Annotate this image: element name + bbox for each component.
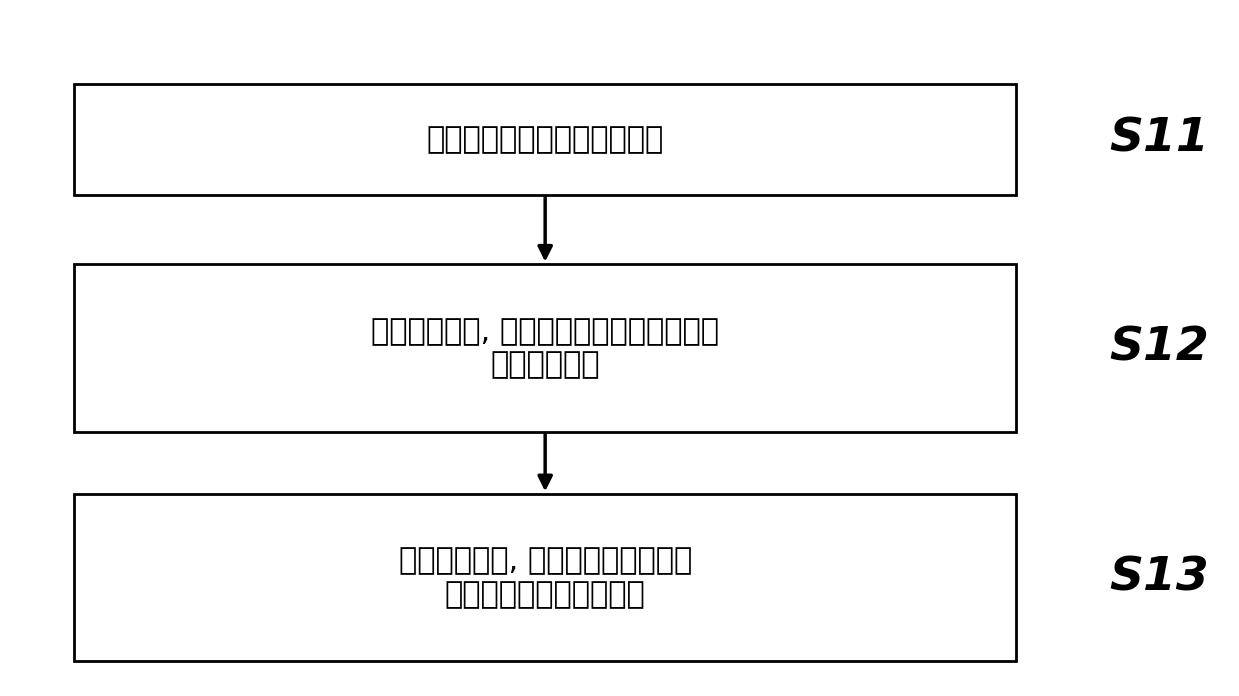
Bar <box>74 84 1016 195</box>
Text: 进行焊接步骤, 以焊接电流对该冷轧
双相钢钢板进行电阻点焊: 进行焊接步骤, 以焊接电流对该冷轧 双相钢钢板进行电阻点焊 <box>399 546 691 609</box>
Text: S11: S11 <box>1109 117 1209 161</box>
Bar <box>74 494 1016 661</box>
Bar <box>74 264 1016 432</box>
Text: 提供至少一块冷轧双相钢钢板: 提供至少一块冷轧双相钢钢板 <box>426 125 664 154</box>
Text: S13: S13 <box>1109 555 1209 600</box>
Text: 进行预热步骤, 以预热电流对该冷轧双相钢
钢板进行预热: 进行预热步骤, 以预热电流对该冷轧双相钢 钢板进行预热 <box>372 317 719 379</box>
Text: S12: S12 <box>1109 326 1209 370</box>
